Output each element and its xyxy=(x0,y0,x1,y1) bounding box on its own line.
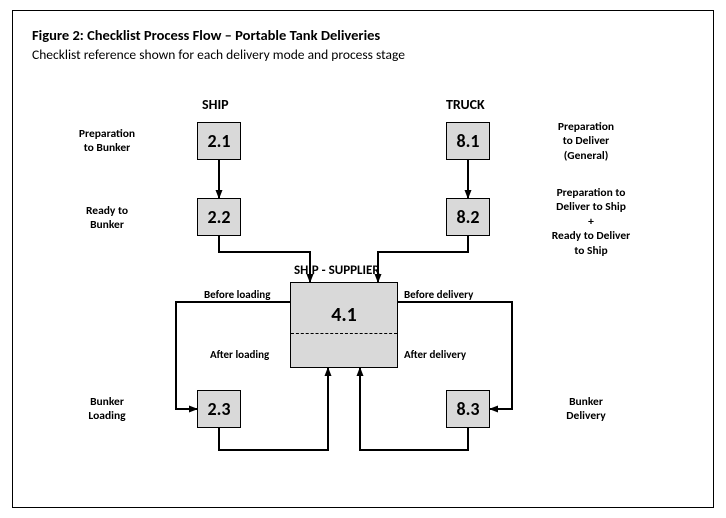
edge-label-after-delivery: After delivery xyxy=(404,348,466,361)
node-8-1-label: 8.1 xyxy=(456,130,479,152)
node-8-3: 8.3 xyxy=(446,390,490,428)
col-header-center: SHIP - SUPPLIER xyxy=(294,263,380,278)
node-4-1: 4.1 xyxy=(290,282,398,368)
label-prep-deliver-general: Preparation to Deliver (General) xyxy=(536,120,636,163)
node-4-1-dash xyxy=(291,333,397,334)
node-8-2-label: 8.2 xyxy=(456,206,479,228)
col-header-ship: SHIP xyxy=(202,96,229,113)
figure-subtitle: Checklist reference shown for each deliv… xyxy=(32,46,405,63)
node-2-1: 2.1 xyxy=(197,122,241,160)
figure-title: Figure 2: Checklist Process Flow – Porta… xyxy=(32,26,380,44)
node-8-2: 8.2 xyxy=(446,198,490,236)
node-2-3-label: 2.3 xyxy=(207,398,230,420)
edge-label-before-loading: Before loading xyxy=(204,288,270,301)
figure-frame: Figure 2: Checklist Process Flow – Porta… xyxy=(0,0,726,518)
node-4-1-label: 4.1 xyxy=(331,303,357,327)
figure-border xyxy=(12,10,714,508)
label-bunker-delivery: Bunker Delivery xyxy=(536,395,636,424)
node-8-3-label: 8.3 xyxy=(456,398,479,420)
label-bunker-loading: Bunker Loading xyxy=(62,395,152,424)
node-2-1-label: 2.1 xyxy=(207,130,230,152)
label-prep-deliver-ship: Preparation to Deliver to Ship + Ready t… xyxy=(536,186,646,258)
node-8-1: 8.1 xyxy=(446,122,490,160)
col-header-truck: TRUCK xyxy=(446,96,485,113)
node-2-2-label: 2.2 xyxy=(207,206,230,228)
node-2-3: 2.3 xyxy=(197,390,241,428)
edge-label-before-delivery: Before delivery xyxy=(404,288,473,301)
edge-label-after-loading: After loading xyxy=(210,348,269,361)
label-prep-to-bunker: Preparation to Bunker xyxy=(62,127,152,156)
label-ready-to-bunker: Ready to Bunker xyxy=(62,204,152,233)
node-2-2: 2.2 xyxy=(197,198,241,236)
